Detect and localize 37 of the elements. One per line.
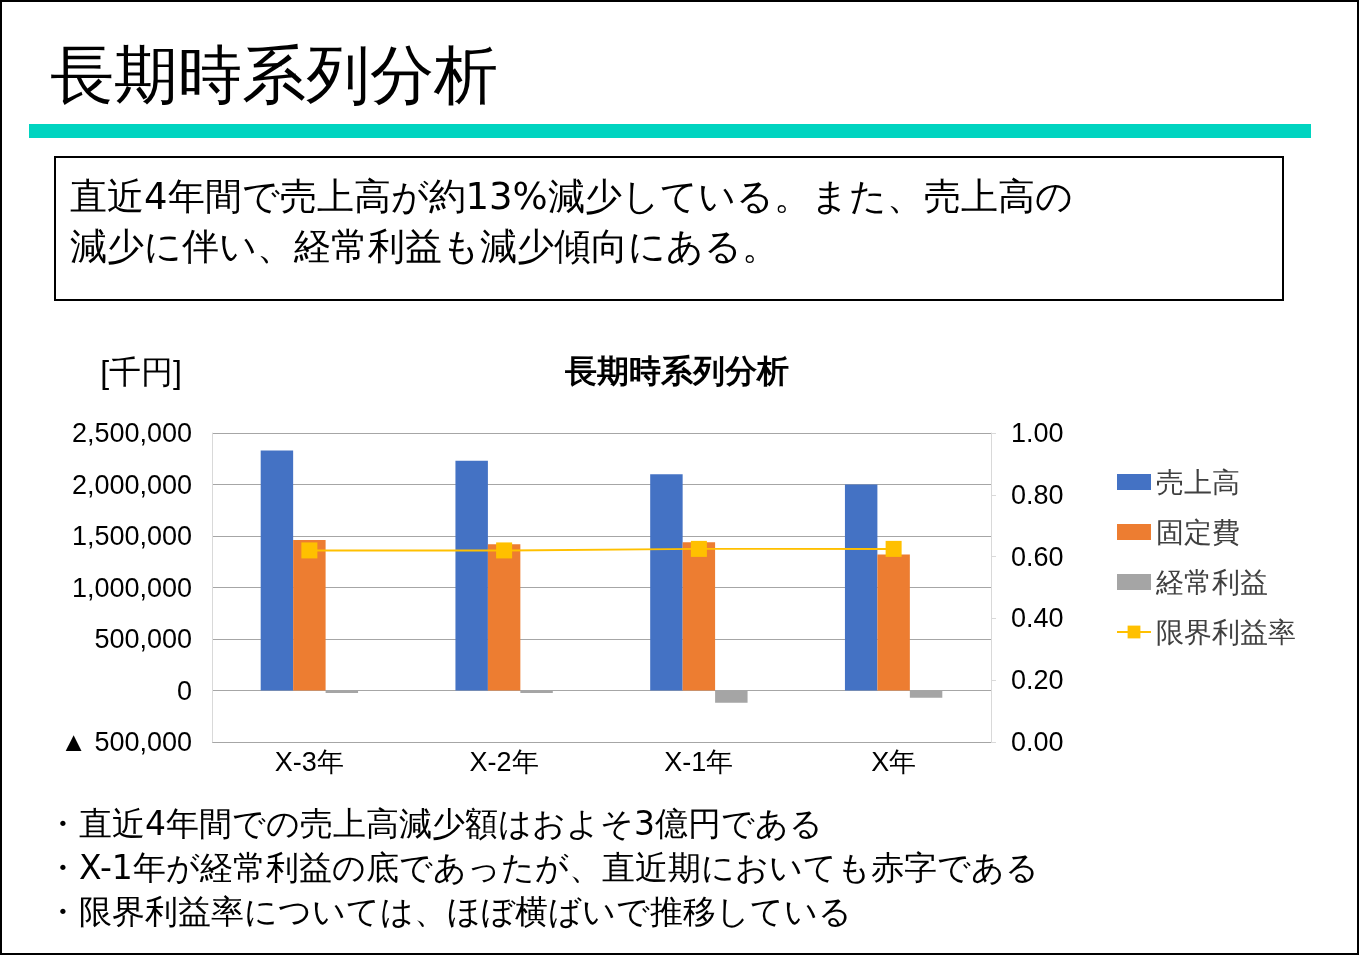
bar <box>650 474 683 691</box>
y2-tick-label: 0.20 <box>1011 665 1064 696</box>
text: ・直近4年間での売上高減少額はおよそ3億円である <box>46 803 824 845</box>
y2-tick-label: 0.00 <box>1011 727 1064 757</box>
x-tick-label: X-2年 <box>469 746 539 777</box>
legend-label: 売上高 <box>1156 466 1240 498</box>
y-tick-label: 0 <box>176 675 192 706</box>
y-tick-label: 1,000,000 <box>71 572 192 603</box>
bar <box>844 484 878 691</box>
y2-tick-label: 0.80 <box>1011 479 1064 510</box>
bar <box>455 460 488 691</box>
text: 直近4年間で売上高が約13%減少している。また、売上高の <box>70 174 1074 220</box>
x-tick-label: X-1年 <box>664 746 734 777</box>
y-tick-label: 2,500,000 <box>71 418 192 448</box>
legend-label: 経常利益 <box>1155 566 1268 598</box>
text: ・X-1年が経常利益の底であったが、直近期においても赤字である <box>46 847 1039 889</box>
y-tick-label: 1,500,000 <box>71 521 192 551</box>
y-axis-title: [千円] <box>100 354 182 390</box>
bar <box>260 450 294 691</box>
legend-label: 限界利益率 <box>1156 616 1296 648</box>
x-tick-label: X-3年 <box>274 746 344 777</box>
x-tick-label: X年 <box>871 746 917 777</box>
y-tick-label: ▲ 500,000 <box>60 727 192 757</box>
text: 長期時系列分析 <box>50 37 498 114</box>
text: 減少に伴い、経常利益も減少傾向にある。 <box>70 224 780 270</box>
y2-tick-label: 0.40 <box>1011 603 1064 634</box>
bar <box>877 554 910 691</box>
y-tick-label: 2,000,000 <box>71 469 192 500</box>
bar <box>487 544 521 691</box>
y2-tick-label: 0.60 <box>1011 541 1064 572</box>
legend-label: 固定費 <box>1156 516 1240 548</box>
y2-tick-label: 1.00 <box>1011 418 1064 448</box>
y-tick-label: 500,000 <box>94 624 192 654</box>
bar <box>293 540 326 691</box>
chart-title: 長期時系列分析 <box>564 353 789 389</box>
bar <box>682 542 716 691</box>
text: ・限界利益率については、ほぼ横ばいで推移している <box>46 891 853 933</box>
